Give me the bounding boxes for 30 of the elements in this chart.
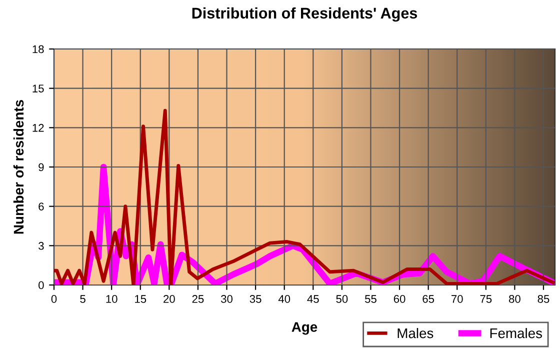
- legend-label: Males: [398, 328, 434, 338]
- x-tick-label: 70: [451, 295, 463, 303]
- y-tick-label: 12: [32, 124, 44, 132]
- x-tick-label: 65: [422, 295, 434, 303]
- x-tick-label: 85: [538, 295, 550, 303]
- y-tick-label: 18: [32, 45, 44, 54]
- y-tick-label: 0: [38, 281, 44, 290]
- y-axis-title: Number of residents: [13, 100, 24, 234]
- x-tick-label: 10: [106, 295, 118, 303]
- x-tick-label: 50: [336, 295, 348, 303]
- chart-title: Distribution of Residents' Ages: [192, 7, 418, 22]
- x-tick-label: 35: [250, 295, 262, 303]
- x-tick-label: 40: [278, 295, 290, 303]
- x-tick-label: 55: [364, 295, 376, 303]
- y-tick-label: 3: [38, 242, 44, 250]
- x-tick-label: 5: [80, 295, 86, 303]
- legend-label: Females: [490, 328, 542, 338]
- x-tick-label: 30: [221, 295, 233, 303]
- x-tick-label: 80: [508, 295, 520, 303]
- y-tick-label: 15: [32, 84, 44, 92]
- x-tick-label: 0: [51, 295, 57, 303]
- y-tick-label: 6: [38, 202, 44, 210]
- x-tick-label: 45: [307, 295, 319, 303]
- y-tick-label: 9: [38, 163, 44, 172]
- x-tick-label: 20: [164, 295, 175, 303]
- x-tick-label: 25: [192, 295, 204, 303]
- x-tick-label: 15: [135, 295, 146, 303]
- x-tick-label: 60: [394, 295, 406, 303]
- x-tick-label: 75: [480, 295, 492, 303]
- x-axis-title: Age: [292, 322, 318, 335]
